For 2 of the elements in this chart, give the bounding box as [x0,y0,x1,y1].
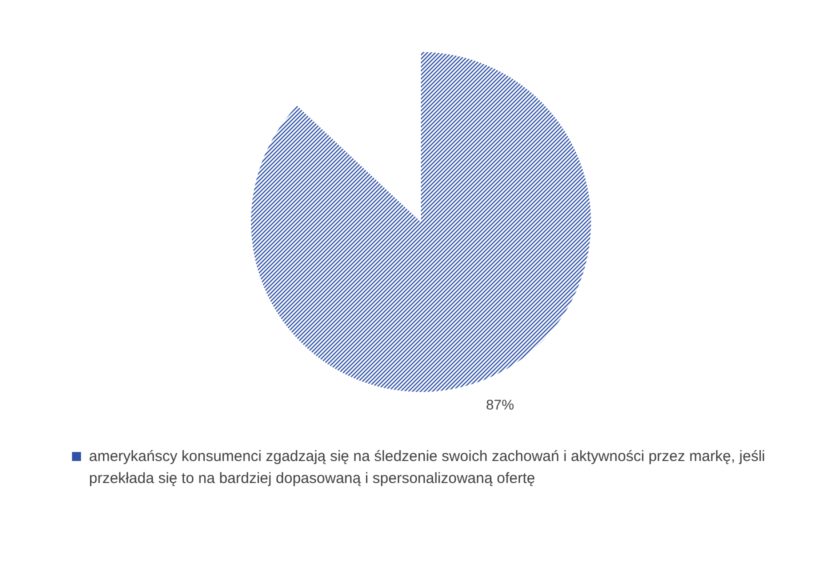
legend-label: amerykańscy konsumenci zgadzają się na śledzenie swoich zachowań i aktywności przez markę, jeśli przekłada się to na bardziej dopasowaną i spersonalizowaną ofertę [89,448,766,487]
data-label: 87% [486,396,514,413]
